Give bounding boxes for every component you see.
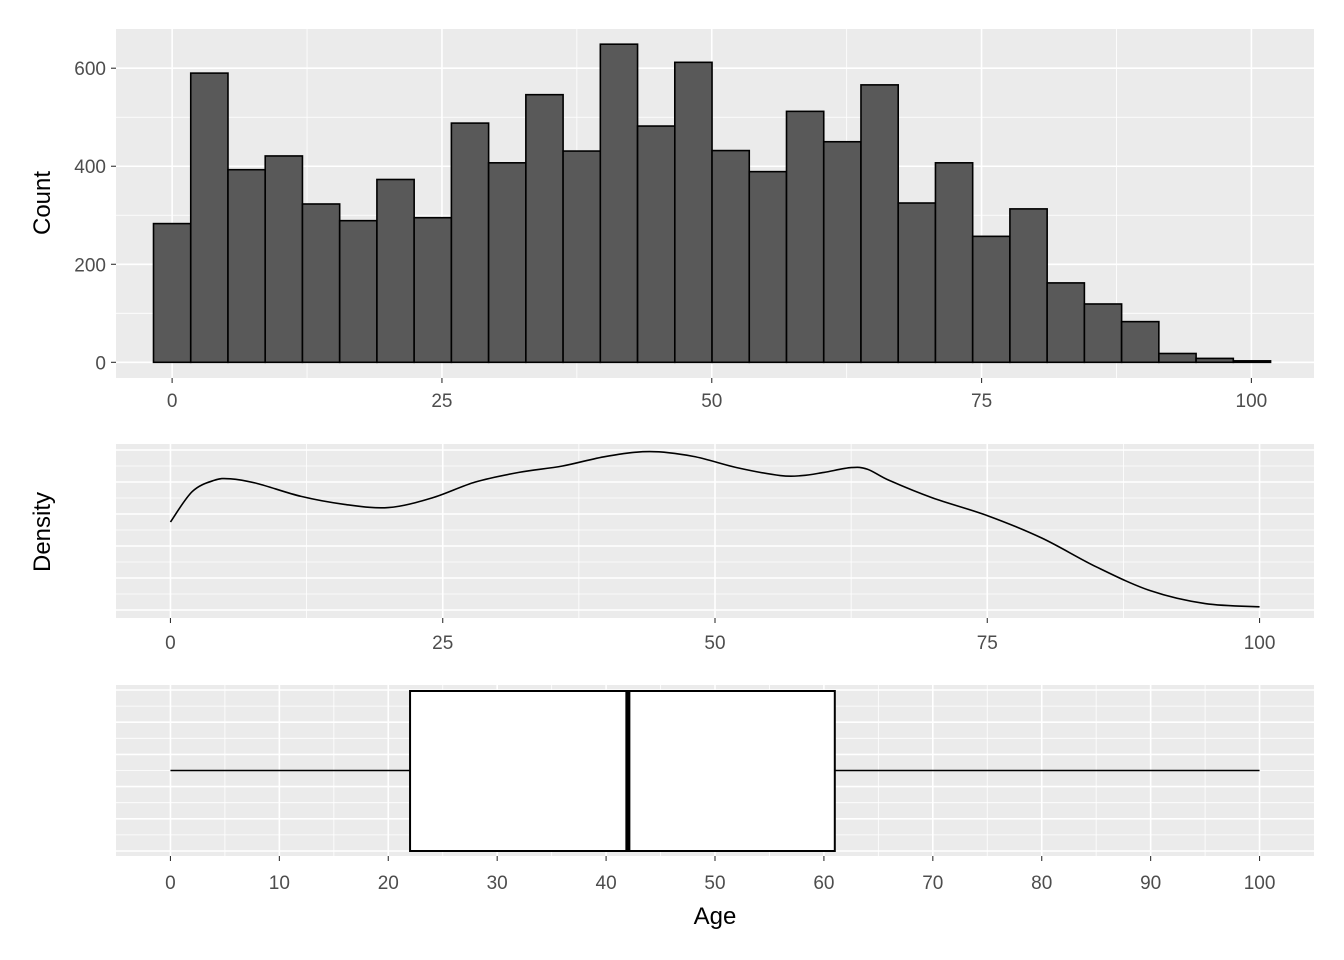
histogram-bar [227,168,267,364]
x-tick-label: 50 [704,873,725,894]
histogram-bar [1120,320,1160,364]
x-tick-label: 75 [977,633,998,654]
x-tick-label: 100 [1236,391,1268,412]
histogram-bar [487,162,527,364]
histogram-bar [264,155,304,364]
histogram-bar [636,125,676,364]
histogram-bar [860,84,900,364]
histogram-bar [189,72,229,364]
x-tick-label: 20 [378,873,399,894]
x-tick-label: 0 [165,873,176,894]
histogram-bar [1232,360,1272,364]
histogram-x-ticks: 0 25 50 75 100 [167,378,1267,412]
histogram-bar [1083,303,1123,364]
y-tick-label: 0 [95,353,106,374]
x-tick-label: 25 [431,391,452,412]
histogram-y-axis-title: Count [29,171,56,235]
interquartile-box [409,690,836,852]
histogram-panel: 0 25 50 75 100 0 200 400 600 Count [29,29,1314,412]
x-tick-label: 0 [165,633,176,654]
histogram-bar [525,93,564,364]
histogram-bars [152,43,1272,364]
histogram-bar [897,202,937,364]
boxplot-x-ticks: 0 10 20 30 40 50 60 70 80 90 100 [165,856,1275,894]
x-tick-label: 30 [487,873,508,894]
x-tick-label: 40 [596,873,617,894]
x-tick-label: 70 [922,873,943,894]
density-grid [116,444,1314,618]
x-tick-label: 10 [269,873,290,894]
x-tick-label: 50 [704,633,725,654]
histogram-bar [301,203,341,364]
histogram-bar [338,219,378,364]
histogram-bar [1158,352,1197,364]
histogram-bar [934,162,974,364]
density-x-ticks: 0 25 50 75 100 [165,618,1275,654]
histogram-bar [1046,282,1086,364]
histogram-bar [413,216,453,364]
density-panel: 0 25 50 75 100 Density [29,444,1314,654]
histogram-bar [450,122,490,364]
boxplot-x-axis-title: Age [694,903,737,930]
histogram-bar [1009,208,1048,364]
density-y-axis-title: Density [29,492,56,572]
y-tick-label: 600 [74,59,106,80]
histogram-bar [711,149,751,364]
histogram-bar [152,222,192,364]
histogram-bar [376,178,415,364]
boxplot-panel: 0 10 20 30 40 50 60 70 80 90 100 Age [116,685,1314,930]
x-tick-label: 60 [813,873,834,894]
histogram-bar [748,170,788,364]
histogram-bar [599,43,639,364]
histogram-bar [562,150,602,364]
histogram-bar [673,61,713,364]
x-tick-label: 80 [1031,873,1052,894]
y-tick-label: 200 [74,255,106,276]
x-tick-label: 25 [432,633,453,654]
density-line [169,450,1260,608]
x-tick-label: 100 [1244,873,1276,894]
histogram-bar [785,110,825,364]
x-tick-label: 50 [701,391,722,412]
y-tick-label: 400 [74,157,106,178]
histogram-bar [971,235,1011,364]
histogram-bar [1195,357,1235,364]
histogram-y-ticks: 0 200 400 600 [74,59,116,374]
x-tick-label: 75 [971,391,992,412]
boxplot-marks [170,690,1260,852]
x-tick-label: 90 [1140,873,1161,894]
x-tick-label: 0 [167,391,178,412]
histogram-bar [822,140,862,364]
x-tick-label: 100 [1244,633,1276,654]
